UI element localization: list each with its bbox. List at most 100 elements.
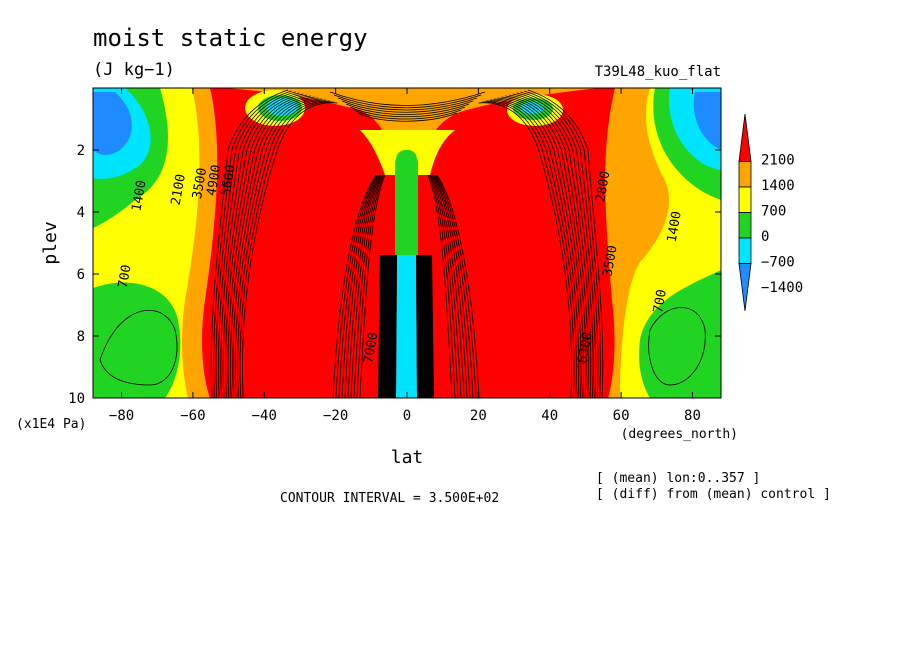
contour-line xyxy=(357,112,458,122)
contour-line xyxy=(349,106,466,118)
colorbar: 2100 1400 700 0 −700 −1400 xyxy=(738,113,803,312)
x-axis-label: lat xyxy=(391,447,424,468)
contour-line xyxy=(225,95,311,398)
y-tick-label: 6 xyxy=(77,267,85,283)
contour-line xyxy=(433,174,471,398)
contour-line xyxy=(434,174,474,398)
contour-line xyxy=(222,94,308,398)
contour-value-label: 2800 xyxy=(593,170,613,203)
contour-line xyxy=(332,174,377,398)
contour-line xyxy=(230,97,319,398)
band-top-orange xyxy=(225,88,600,160)
contour-line xyxy=(429,174,459,398)
contour-line xyxy=(99,309,178,386)
contour-line xyxy=(501,96,587,398)
colorbar-label: 0 xyxy=(761,229,769,245)
contour-line xyxy=(428,174,456,398)
x-axis: −80 −60 −40 −20 0 20 40 60 80 xyxy=(109,88,701,424)
contour-value-label: 2100 xyxy=(169,173,189,206)
contour-line xyxy=(493,98,582,398)
contour-value-label: 7000 xyxy=(361,331,381,364)
contour-line xyxy=(430,174,462,398)
y-tick-label: 2 xyxy=(77,143,85,159)
x-tick-label: 60 xyxy=(613,408,630,424)
colorbar-label: 2100 xyxy=(761,153,795,169)
contour-line xyxy=(335,174,378,398)
contour-line xyxy=(341,100,474,113)
contour-line xyxy=(347,174,382,398)
contour-line xyxy=(210,89,289,398)
contour-line xyxy=(345,103,470,115)
band-right-blue xyxy=(693,92,721,150)
x-tick-label: −80 xyxy=(109,408,134,424)
contour-line xyxy=(435,174,477,398)
contour-value-label: 3500 xyxy=(600,244,620,277)
chart-units: (J kg−1) xyxy=(93,60,175,80)
footer-note-diff: [ (diff) from (mean) control ] xyxy=(596,487,831,502)
y-tick-label: 4 xyxy=(77,205,85,221)
chart-title: moist static energy xyxy=(93,24,368,52)
x-units-label: (degrees_north) xyxy=(621,427,738,442)
y-tick-label: 8 xyxy=(77,329,85,345)
y-axis: 2 4 6 8 10 xyxy=(68,143,721,407)
colorbar-cell xyxy=(738,212,752,239)
contour-line xyxy=(520,91,599,398)
contour-line xyxy=(232,98,323,398)
contour-value-label: 6300 xyxy=(575,331,595,364)
x-tick-label: 20 xyxy=(470,408,487,424)
band-center-green xyxy=(395,149,418,260)
contour-line xyxy=(512,93,594,398)
blob-left-cyan xyxy=(266,98,298,116)
contour-line xyxy=(516,92,596,398)
contour-line xyxy=(482,101,575,398)
band-center-dark-right xyxy=(416,255,434,398)
contour-line xyxy=(527,89,604,398)
contour-line xyxy=(359,174,386,398)
contour-value-label: 1400 xyxy=(665,210,685,243)
y-axis-label: plev xyxy=(40,221,61,264)
contour-line xyxy=(218,92,300,398)
contour-line xyxy=(215,91,296,398)
band-left-green-bottom xyxy=(93,282,181,398)
contour-line xyxy=(478,102,572,398)
contour-line xyxy=(220,93,304,398)
contour-line xyxy=(337,97,478,111)
x-tick-label: −60 xyxy=(180,408,205,424)
colorbar-label: 700 xyxy=(761,204,786,220)
colorbar-label: −700 xyxy=(761,255,795,271)
x-tick-label: −20 xyxy=(323,408,348,424)
x-tick-label: 80 xyxy=(684,408,701,424)
plot-area xyxy=(93,88,721,398)
x-tick-label: 0 xyxy=(403,408,411,424)
contour-line xyxy=(432,174,468,398)
colorbar-cell xyxy=(738,237,752,264)
contour-interval: CONTOUR INTERVAL = 3.500E+02 xyxy=(280,491,499,506)
contour-value-label: 700 xyxy=(116,264,135,290)
contour-line xyxy=(242,102,338,398)
contour-line xyxy=(234,99,327,398)
contour-line xyxy=(353,109,462,120)
band-left-blue xyxy=(93,92,132,155)
contour-line xyxy=(237,100,330,398)
contour-line xyxy=(239,101,334,398)
contour-value-label: 1400 xyxy=(129,179,149,212)
contour-line xyxy=(227,96,315,398)
colorbar-cell xyxy=(738,263,752,312)
colorbar-cell xyxy=(738,186,752,213)
contour-line xyxy=(524,90,601,398)
contour-line xyxy=(648,307,706,386)
contour-line xyxy=(333,94,482,109)
contour-line xyxy=(505,95,589,398)
contour-line xyxy=(489,99,580,398)
contour-line xyxy=(353,174,384,398)
band-center-dark-left xyxy=(378,255,397,398)
band-center-cyan xyxy=(396,255,417,398)
contour-value-label: 3500 xyxy=(190,167,210,200)
contour-line xyxy=(338,174,379,398)
contour-line xyxy=(213,90,292,398)
contour-value-label: 700 xyxy=(651,288,670,314)
x-tick-label: 40 xyxy=(541,408,558,424)
y-units-label: (x1E4 Pa) xyxy=(16,417,86,432)
contour-line xyxy=(508,94,592,398)
